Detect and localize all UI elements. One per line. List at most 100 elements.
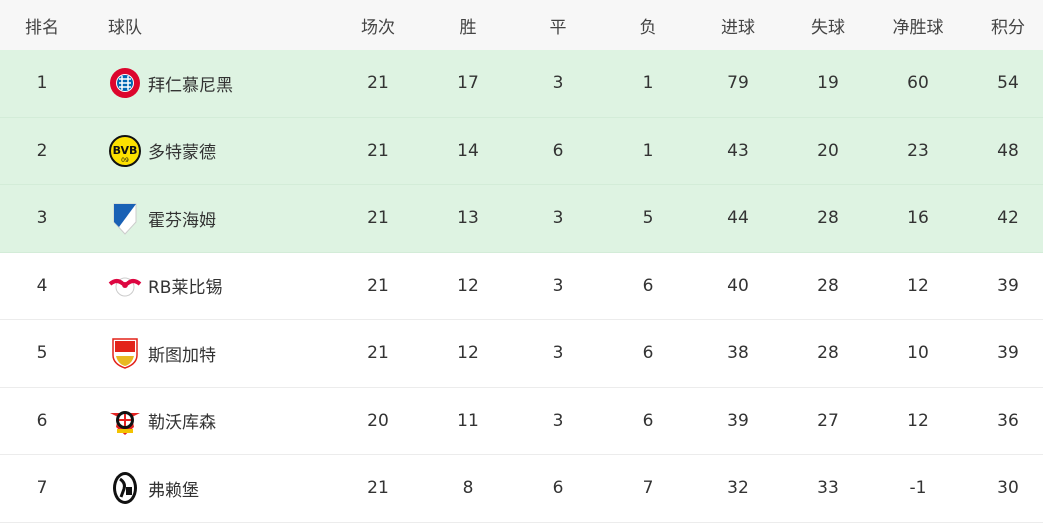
header-points: 积分: [991, 17, 1025, 38]
header-goals-against: 失球: [811, 17, 845, 38]
pts: 30: [997, 478, 1019, 499]
table-row[interactable]: 2 BVB 09 多特蒙德 21 14 6 1 43 20 23 48: [0, 117, 1043, 185]
table-row[interactable]: 1 拜仁慕尼黑 21 17 3 1 79 19 60 54: [0, 50, 1043, 118]
won: 17: [457, 73, 479, 94]
lost: 6: [642, 343, 654, 364]
ga: 33: [817, 478, 839, 499]
drawn: 3: [552, 343, 564, 364]
team-cell[interactable]: 弗赖堡: [108, 455, 199, 522]
leipzig-logo-icon: [108, 269, 142, 303]
pts: 54: [997, 73, 1019, 94]
won: 13: [457, 208, 479, 229]
header-goals-for: 进球: [721, 17, 755, 38]
rank: 6: [36, 410, 48, 431]
team-cell[interactable]: 斯图加特: [108, 320, 216, 387]
gd: -1: [909, 478, 927, 499]
pts: 48: [997, 140, 1019, 161]
lost: 1: [642, 140, 654, 161]
won: 11: [457, 410, 479, 431]
won: 8: [462, 478, 474, 499]
gd: 16: [907, 208, 929, 229]
team-cell[interactable]: 霍芬海姆: [108, 185, 216, 252]
header-drawn: 平: [549, 17, 567, 38]
ga: 28: [817, 208, 839, 229]
gf: 32: [727, 478, 749, 499]
lost: 7: [642, 478, 654, 499]
team-name[interactable]: RB莱比锡: [148, 278, 223, 299]
header-lost: 负: [639, 17, 657, 38]
won: 12: [457, 275, 479, 296]
rank: 2: [36, 140, 48, 161]
team-name[interactable]: 多特蒙德: [148, 143, 216, 164]
gf: 43: [727, 140, 749, 161]
header-rank: 排名: [25, 17, 59, 38]
pts: 36: [997, 410, 1019, 431]
gf: 44: [727, 208, 749, 229]
team-cell[interactable]: BVB 09 多特蒙德: [108, 118, 216, 185]
drawn: 3: [552, 275, 564, 296]
gf: 40: [727, 275, 749, 296]
drawn: 3: [552, 73, 564, 94]
dortmund-logo-icon: BVB 09: [108, 134, 142, 168]
played: 21: [367, 275, 389, 296]
team-cell[interactable]: RB莱比锡: [108, 253, 222, 320]
gd: 60: [907, 73, 929, 94]
drawn: 3: [552, 208, 564, 229]
hoffenheim-logo-icon: [108, 201, 142, 235]
svg-text:BVB: BVB: [113, 144, 138, 157]
rank: 5: [36, 343, 48, 364]
table-row[interactable]: 6 勒沃库森 20 11 3 6 39 27 12 36: [0, 388, 1043, 455]
pts: 42: [997, 208, 1019, 229]
table-row[interactable]: 4 RB莱比锡 21 12 3 6 40 28 12 39: [0, 253, 1043, 320]
played: 20: [367, 410, 389, 431]
pts: 39: [997, 275, 1019, 296]
ga: 28: [817, 343, 839, 364]
drawn: 6: [552, 478, 564, 499]
svg-text:09: 09: [121, 157, 129, 164]
lost: 5: [642, 208, 654, 229]
table-row[interactable]: 7 弗赖堡 21 8 6 7 32 33 -1 30: [0, 455, 1043, 523]
rank: 7: [36, 478, 48, 499]
table-row[interactable]: 3 霍芬海姆 21 13 3 5 44 28 16 42: [0, 185, 1043, 253]
lost: 1: [642, 73, 654, 94]
freiburg-logo-icon: [108, 471, 142, 505]
bayern-logo-icon: [108, 66, 142, 100]
ga: 19: [817, 73, 839, 94]
header-played: 场次: [361, 17, 395, 38]
team-cell[interactable]: 勒沃库森: [108, 388, 216, 455]
won: 12: [457, 343, 479, 364]
rank: 4: [36, 275, 48, 296]
won: 14: [457, 140, 479, 161]
stuttgart-logo-icon: [108, 336, 142, 370]
drawn: 6: [552, 140, 564, 161]
team-name[interactable]: 勒沃库森: [148, 413, 216, 434]
leverkusen-logo-icon: [108, 404, 142, 438]
team-name[interactable]: 弗赖堡: [148, 480, 199, 501]
played: 21: [367, 208, 389, 229]
rank: 3: [36, 208, 48, 229]
gf: 79: [727, 73, 749, 94]
gd: 12: [907, 410, 929, 431]
team-name[interactable]: 霍芬海姆: [148, 210, 216, 231]
ga: 20: [817, 140, 839, 161]
team-name[interactable]: 斯图加特: [148, 345, 216, 366]
team-name[interactable]: 拜仁慕尼黑: [148, 75, 233, 96]
header-won: 胜: [459, 17, 477, 38]
gd: 23: [907, 140, 929, 161]
ga: 28: [817, 275, 839, 296]
played: 21: [367, 478, 389, 499]
table-row[interactable]: 5 斯图加特 21 12 3 6 38 28 10 39: [0, 320, 1043, 388]
gd: 10: [907, 343, 929, 364]
gf: 39: [727, 410, 749, 431]
ga: 27: [817, 410, 839, 431]
lost: 6: [642, 275, 654, 296]
team-cell[interactable]: 拜仁慕尼黑: [108, 50, 233, 117]
lost: 6: [642, 410, 654, 431]
header-team: 球队: [108, 17, 142, 38]
header-goal-diff: 净胜球: [892, 17, 944, 38]
pts: 39: [997, 343, 1019, 364]
table-header: 排名 球队 场次 胜 平 负 进球 失球 净胜球 积分: [0, 0, 1043, 50]
played: 21: [367, 140, 389, 161]
gd: 12: [907, 275, 929, 296]
